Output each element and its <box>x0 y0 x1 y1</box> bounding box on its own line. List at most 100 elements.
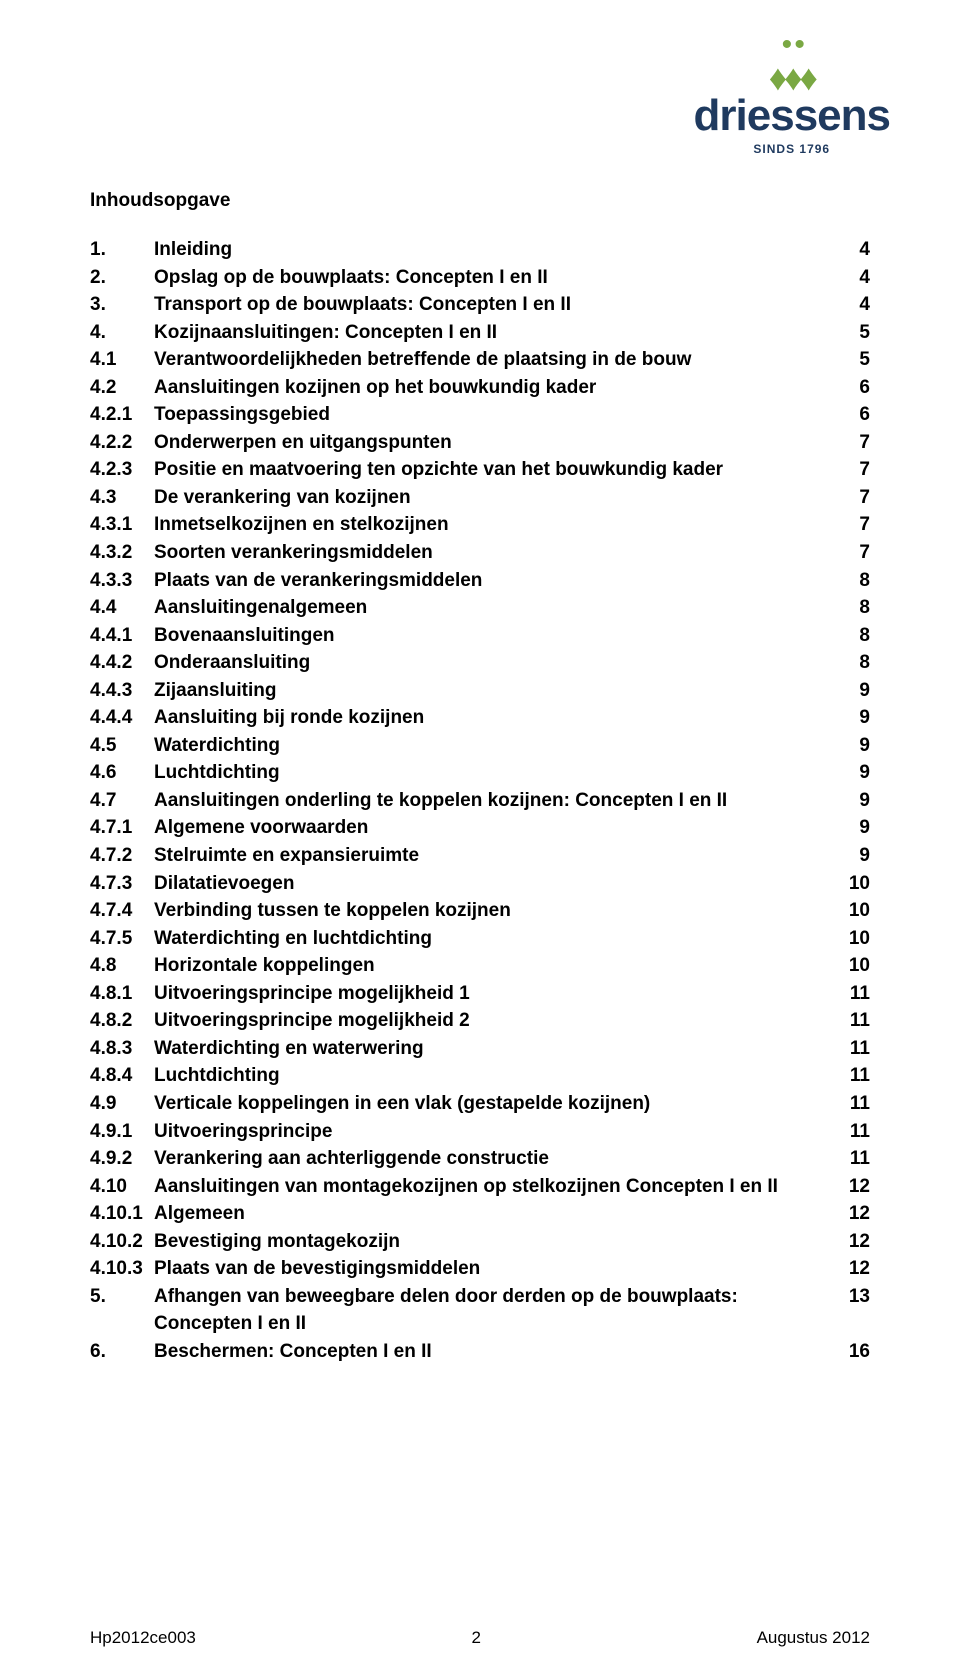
toc-page-number: 7 <box>830 539 870 567</box>
toc-number: 4.7.3 <box>90 870 154 898</box>
toc-page-number: 10 <box>830 897 870 925</box>
toc-number: 6. <box>90 1338 154 1366</box>
toc-page-number: 11 <box>830 1035 870 1063</box>
toc-page-number: 11 <box>830 1145 870 1173</box>
toc-page-number: 7 <box>830 484 870 512</box>
toc-row: 4.3.2Soorten verankeringsmiddelen7 <box>90 539 870 567</box>
toc-number: 4.5 <box>90 732 154 760</box>
toc-number: 4. <box>90 319 154 347</box>
toc-row: 4.3De verankering van kozijnen7 <box>90 484 870 512</box>
toc-number: 4.3.2 <box>90 539 154 567</box>
toc-page-number: 9 <box>830 842 870 870</box>
toc-page-number: 8 <box>830 594 870 622</box>
toc-page-number: 7 <box>830 429 870 457</box>
toc-list: 1.Inleiding42.Opslag op de bouwplaats: C… <box>90 236 870 1365</box>
toc-number: 4.7 <box>90 787 154 815</box>
toc-number: 4.9.1 <box>90 1118 154 1146</box>
toc-label: Onderaansluiting <box>154 649 830 677</box>
toc-row: 1.Inleiding4 <box>90 236 870 264</box>
toc-page-number: 8 <box>830 622 870 650</box>
toc-page-number: 6 <box>830 401 870 429</box>
toc-number: 4.3.3 <box>90 567 154 595</box>
toc-label: Transport op de bouwplaats: Concepten I … <box>154 291 830 319</box>
toc-number: 4.10 <box>90 1173 154 1201</box>
toc-label: Verankering aan achterliggende construct… <box>154 1145 830 1173</box>
toc-number: 2. <box>90 264 154 292</box>
toc-page-number: 13 <box>830 1283 870 1338</box>
toc-row: 4.4.1Bovenaansluitingen8 <box>90 622 870 650</box>
toc-label: Afhangen van beweegbare delen door derde… <box>154 1283 830 1338</box>
toc-row: 4.10.3Plaats van de bevestigingsmiddelen… <box>90 1255 870 1283</box>
toc-label: Luchtdichting <box>154 1062 830 1090</box>
toc-label: Waterdichting en luchtdichting <box>154 925 830 953</box>
toc-row: 4.7.5Waterdichting en luchtdichting10 <box>90 925 870 953</box>
toc-label: Verantwoordelijkheden betreffende de pla… <box>154 346 830 374</box>
toc-label: Uitvoeringsprincipe <box>154 1118 830 1146</box>
toc-number: 4.2.3 <box>90 456 154 484</box>
toc-row: 5.Afhangen van beweegbare delen door der… <box>90 1283 870 1338</box>
toc-label: Onderwerpen en uitgangspunten <box>154 429 830 457</box>
toc-number: 1. <box>90 236 154 264</box>
toc-number: 4.3.1 <box>90 511 154 539</box>
toc-page-number: 4 <box>830 236 870 264</box>
toc-label: Plaats van de verankeringsmiddelen <box>154 567 830 595</box>
toc-row: 4.1Verantwoordelijkheden betreffende de … <box>90 346 870 374</box>
toc-label: Luchtdichting <box>154 759 830 787</box>
company-logo: • •♦♦♦ driessens SINDS 1796 <box>694 30 890 156</box>
toc-label: Uitvoeringsprincipe mogelijkheid 1 <box>154 980 830 1008</box>
toc-page-number: 9 <box>830 814 870 842</box>
toc-label: Waterdichting <box>154 732 830 760</box>
toc-row: 4.9.2Verankering aan achterliggende cons… <box>90 1145 870 1173</box>
toc-page-number: 9 <box>830 704 870 732</box>
toc-number: 4.8.1 <box>90 980 154 1008</box>
toc-page-number: 8 <box>830 567 870 595</box>
toc-number: 4.1 <box>90 346 154 374</box>
toc-number: 4.7.1 <box>90 814 154 842</box>
toc-row: 4.7Aansluitingen onderling te koppelen k… <box>90 787 870 815</box>
toc-label: Kozijnaansluitingen: Concepten I en II <box>154 319 830 347</box>
toc-number: 4.10.1 <box>90 1200 154 1228</box>
toc-row: 4.4.2Onderaansluiting8 <box>90 649 870 677</box>
toc-page-number: 5 <box>830 319 870 347</box>
content-area: Inhoudsopgave 1.Inleiding42.Opslag op de… <box>0 0 960 1365</box>
toc-number: 4.8.2 <box>90 1007 154 1035</box>
toc-label: De verankering van kozijnen <box>154 484 830 512</box>
toc-label: Algemeen <box>154 1200 830 1228</box>
toc-label: Aansluitingen onderling te koppelen kozi… <box>154 787 830 815</box>
toc-number: 4.4.4 <box>90 704 154 732</box>
toc-number: 4.4.1 <box>90 622 154 650</box>
footer-right: Augustus 2012 <box>757 1628 870 1648</box>
toc-row: 4.8Horizontale koppelingen10 <box>90 952 870 980</box>
toc-page-number: 9 <box>830 787 870 815</box>
toc-page-number: 9 <box>830 759 870 787</box>
toc-label: Positie en maatvoering ten opzichte van … <box>154 456 830 484</box>
toc-row: 4.2Aansluitingen kozijnen op het bouwkun… <box>90 374 870 402</box>
toc-number: 4.3 <box>90 484 154 512</box>
toc-row: 4.3.1Inmetselkozijnen en stelkozijnen7 <box>90 511 870 539</box>
toc-page-number: 7 <box>830 511 870 539</box>
toc-page-number: 4 <box>830 264 870 292</box>
toc-label: Uitvoeringsprincipe mogelijkheid 2 <box>154 1007 830 1035</box>
toc-label: Aansluitingen van montagekozijnen op ste… <box>154 1173 830 1201</box>
toc-number: 4.4.2 <box>90 649 154 677</box>
toc-row: 4.8.2Uitvoeringsprincipe mogelijkheid 21… <box>90 1007 870 1035</box>
toc-page-number: 11 <box>830 980 870 1008</box>
toc-number: 4.7.2 <box>90 842 154 870</box>
footer-center: 2 <box>471 1628 480 1648</box>
logo-since: SINDS 1796 <box>694 142 890 156</box>
toc-number: 4.4 <box>90 594 154 622</box>
toc-label: Aansluitingen kozijnen op het bouwkundig… <box>154 374 830 402</box>
toc-row: 4.9Verticale koppelingen in een vlak (ge… <box>90 1090 870 1118</box>
toc-page-number: 7 <box>830 456 870 484</box>
toc-page-number: 12 <box>830 1228 870 1256</box>
toc-row: 4.8.4Luchtdichting11 <box>90 1062 870 1090</box>
toc-page-number: 11 <box>830 1062 870 1090</box>
toc-number: 4.2 <box>90 374 154 402</box>
toc-number: 4.6 <box>90 759 154 787</box>
toc-row: 4.2.3Positie en maatvoering ten opzichte… <box>90 456 870 484</box>
toc-page-number: 11 <box>830 1090 870 1118</box>
logo-crown-icon: • •♦♦♦ <box>694 30 890 96</box>
toc-number: 4.9.2 <box>90 1145 154 1173</box>
toc-row: 6.Beschermen: Concepten I en II16 <box>90 1338 870 1366</box>
toc-number: 4.2.1 <box>90 401 154 429</box>
